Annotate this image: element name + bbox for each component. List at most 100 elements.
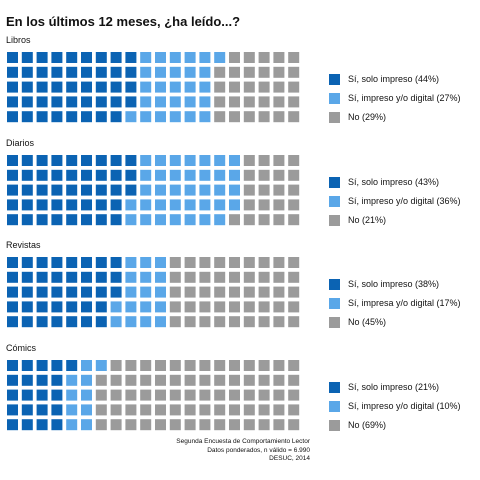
waffle-cell-no (243, 257, 255, 268)
waffle-cell-no (273, 66, 285, 78)
waffle-cell-printed-only (51, 301, 63, 313)
waffle-cell-no (140, 404, 152, 416)
waffle-cell-printed-only (21, 52, 33, 63)
waffle-cell-printed-only (81, 301, 92, 313)
waffle-cell-printed-only (36, 360, 48, 371)
waffle-cell-no (229, 257, 240, 268)
waffle-cell-printed-only (95, 214, 107, 226)
waffle-cell-printed-only (21, 214, 33, 226)
waffle-cell-printed-only (66, 301, 78, 313)
waffle-cell-no (214, 404, 226, 416)
waffle-cell-no (243, 184, 255, 196)
waffle-cell-no (258, 214, 270, 226)
waffle-cell-printed-or-digital (169, 184, 181, 196)
waffle-cell-no (169, 374, 181, 386)
waffle-cell-no (243, 81, 255, 93)
waffle-cell-no (273, 404, 285, 416)
waffle-cell-printed-or-digital (140, 214, 152, 226)
waffle-cell-no (243, 404, 255, 416)
waffle-cell-printed-or-digital (184, 81, 196, 93)
waffle-cell-printed-only (7, 96, 18, 108)
waffle-cell-no (288, 360, 300, 371)
waffle-cell-printed-only (110, 214, 122, 226)
waffle-cell-printed-only (81, 316, 92, 328)
waffle-cell-no (273, 301, 285, 313)
waffle-cell-no (229, 286, 240, 298)
waffle-cell-no (214, 286, 226, 298)
waffle-cell-no (258, 316, 270, 328)
waffle-cell-printed-or-digital (140, 199, 152, 211)
waffle-cell-printed-only (7, 81, 18, 93)
waffle-cell-no (258, 389, 270, 401)
waffle-cell-no (199, 404, 211, 416)
panel-title-revistas: Revistas (6, 240, 41, 250)
waffle-cell-no (199, 271, 211, 283)
waffle-cell-no (184, 404, 196, 416)
waffle-cell-printed-only (7, 389, 18, 401)
waffle-cell-printed-only (51, 316, 63, 328)
waffle-cell-no (243, 389, 255, 401)
waffle-cell-no (214, 81, 226, 93)
waffle-cell-no (258, 301, 270, 313)
waffle-cell-printed-only (66, 199, 78, 211)
waffle-cell-printed-only (51, 66, 63, 78)
waffle-cell-printed-only (81, 169, 92, 181)
legend-label: No (45%) (348, 317, 387, 327)
waffle-cell-no (288, 271, 300, 283)
waffle-cell-printed-or-digital (199, 52, 211, 63)
waffle-cell-no (288, 374, 300, 386)
waffle-cell-no (258, 374, 270, 386)
waffle-cell-no (273, 184, 285, 196)
waffle-cell-printed-only (110, 52, 122, 63)
waffle-cell-no (214, 374, 226, 386)
waffle-cell-printed-or-digital (110, 316, 122, 328)
legend-label: No (29%) (348, 112, 387, 122)
waffle-cell-no (273, 316, 285, 328)
waffle-grid-comics (7, 360, 300, 431)
legend-swatch-printed-only (329, 177, 340, 188)
waffle-cell-printed-only (66, 271, 78, 283)
waffle-cell-printed-only (95, 271, 107, 283)
waffle-cell-no (273, 169, 285, 181)
waffle-cell-no (288, 184, 300, 196)
waffle-cell-printed-only (125, 81, 137, 93)
waffle-cell-printed-only (110, 81, 122, 93)
waffle-cell-printed-only (95, 155, 107, 166)
waffle-cell-printed-only (66, 316, 78, 328)
waffle-cell-printed-only (66, 214, 78, 226)
waffle-cell-printed-or-digital (140, 52, 152, 63)
waffle-cell-printed-only (51, 169, 63, 181)
waffle-cell-no (258, 360, 270, 371)
waffle-cell-printed-or-digital (140, 111, 152, 123)
waffle-cell-printed-or-digital (66, 419, 78, 431)
waffle-cell-printed-or-digital (214, 169, 226, 181)
waffle-cell-no (184, 271, 196, 283)
waffle-cell-no (214, 316, 226, 328)
waffle-cell-printed-only (51, 271, 63, 283)
waffle-cell-printed-only (7, 316, 18, 328)
waffle-cell-printed-or-digital (125, 271, 137, 283)
waffle-cell-printed-only (21, 199, 33, 211)
waffle-cell-printed-only (36, 81, 48, 93)
source-line: DESUC, 2014 (269, 455, 310, 462)
waffle-cell-no (199, 374, 211, 386)
waffle-cell-printed-only (81, 199, 92, 211)
waffle-cell-printed-or-digital (155, 111, 166, 123)
waffle-cell-no (229, 214, 240, 226)
waffle-cell-no (273, 111, 285, 123)
waffle-cell-printed-only (7, 199, 18, 211)
waffle-cell-printed-only (36, 52, 48, 63)
waffle-cell-printed-or-digital (125, 257, 137, 268)
waffle-cell-no (95, 404, 107, 416)
waffle-cell-printed-or-digital (184, 184, 196, 196)
waffle-cell-no (243, 96, 255, 108)
waffle-cell-no (140, 389, 152, 401)
waffle-cell-printed-or-digital (199, 184, 211, 196)
waffle-cell-no (184, 257, 196, 268)
waffle-cell-printed-or-digital (184, 169, 196, 181)
waffle-cell-no (214, 301, 226, 313)
waffle-cell-no (214, 96, 226, 108)
source-line: Segunda Encuesta de Comportamiento Lecto… (176, 438, 310, 445)
waffle-cell-no (288, 389, 300, 401)
waffle-cell-printed-only (36, 199, 48, 211)
